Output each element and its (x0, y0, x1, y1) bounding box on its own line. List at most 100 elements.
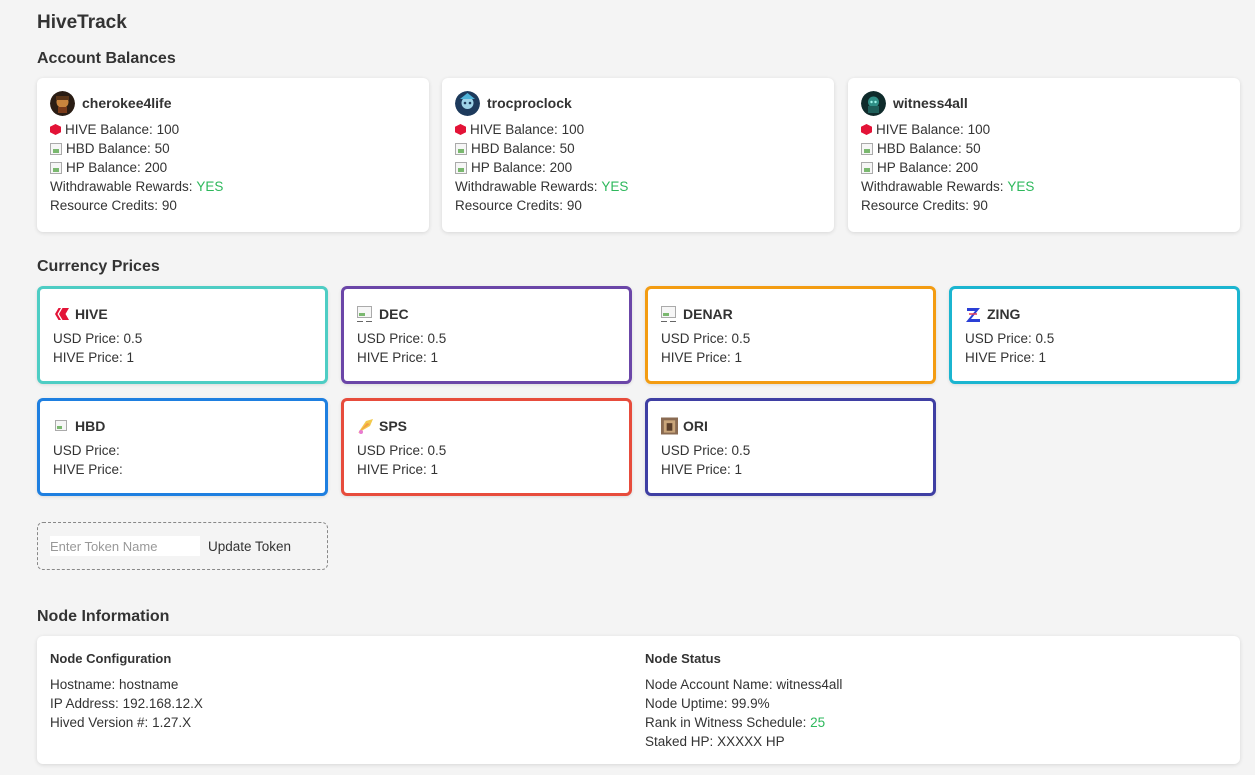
hive-price-value: 1 (734, 350, 743, 365)
node-status-title: Node Status (645, 651, 721, 666)
hp-balance-label: HP Balance: (66, 160, 141, 175)
rank-value: 25 (810, 715, 826, 730)
account-value: witness4all (776, 677, 843, 692)
hbd-balance-value: 50 (559, 141, 575, 156)
rc-value: 90 (566, 198, 582, 213)
avatar[interactable] (50, 90, 75, 116)
token-name: DENAR (683, 306, 733, 322)
zing-logo-icon (965, 306, 982, 323)
usd-price-label: USD Price: (965, 331, 1032, 346)
version-label: Hived Version #: (50, 715, 149, 730)
price-card-sps: SPS USD Price: 0.5 HIVE Price: 1 (341, 398, 632, 496)
price-card-dec: DEC USD Price: 0.5 HIVE Price: 1 (341, 286, 632, 384)
price-card-hbd: HBD USD Price: HIVE Price: (37, 398, 328, 496)
hbd-balance-value: 50 (154, 141, 170, 156)
hbd-balance-label: HBD Balance: (877, 141, 962, 156)
section-title-node: Node Information (37, 608, 170, 625)
hbd-balance-label: HBD Balance: (471, 141, 556, 156)
section-title-prices: Currency Prices (37, 258, 160, 275)
price-card-ori: ORI USD Price: 0.5 HIVE Price: 1 (645, 398, 936, 496)
hive-price-label: HIVE Price: (53, 462, 123, 477)
hostname-label: Hostname: (50, 677, 116, 692)
app-title: HiveTrack (37, 12, 127, 33)
hive-balance-value: 100 (156, 122, 180, 137)
withdrawable-label: Withdrawable Rewards: (861, 179, 1004, 194)
hive-balance-label: HIVE Balance: (470, 122, 558, 137)
hive-price-value: 1 (734, 462, 743, 477)
node-status: Node Status Node Account Name: witness4a… (645, 651, 842, 751)
uptime-value: 99.9% (731, 696, 770, 711)
usd-price-label: USD Price: (357, 443, 424, 458)
broken-image-icon (357, 305, 374, 323)
usd-price-label: USD Price: (53, 331, 120, 346)
avatar[interactable] (861, 90, 886, 116)
hive-price-value: 1 (430, 350, 439, 365)
usd-price-value: 0.5 (731, 443, 751, 458)
staked-label: Staked HP: (645, 734, 714, 749)
hive-price-label: HIVE Price: (53, 350, 123, 365)
price-card-hive: HIVE USD Price: 0.5 HIVE Price: 1 (37, 286, 328, 384)
usd-price-value: 0.5 (1035, 331, 1055, 346)
avatar[interactable] (455, 90, 480, 116)
hp-balance-value: 200 (549, 160, 573, 175)
hive-icon (50, 124, 61, 135)
hive-price-value: 1 (430, 462, 439, 477)
rc-label: Resource Credits: (861, 198, 970, 213)
account-name[interactable]: trocproclock (487, 95, 572, 111)
hp-balance-value: 200 (955, 160, 979, 175)
account-label: Node Account Name: (645, 677, 773, 692)
ip-label: IP Address: (50, 696, 119, 711)
hive-logo-icon (53, 306, 70, 323)
staked-value: XXXXX HP (717, 734, 785, 749)
hbd-balance-value: 50 (965, 141, 981, 156)
uptime-label: Node Uptime: (645, 696, 728, 711)
account-name[interactable]: cherokee4life (82, 95, 172, 111)
hbd-icon (50, 142, 62, 155)
hive-balance-value: 100 (561, 122, 585, 137)
token-name: HBD (75, 418, 106, 434)
usd-price-label: USD Price: (661, 443, 728, 458)
hive-balance-label: HIVE Balance: (876, 122, 964, 137)
rc-label: Resource Credits: (455, 198, 564, 213)
rc-value: 90 (161, 198, 177, 213)
broken-image-icon (53, 418, 70, 435)
broken-image-icon (661, 305, 678, 323)
account-name[interactable]: witness4all (893, 95, 968, 111)
token-name: HIVE (75, 306, 108, 322)
rc-label: Resource Credits: (50, 198, 159, 213)
hp-balance-value: 200 (144, 160, 168, 175)
hbd-balance-label: HBD Balance: (66, 141, 151, 156)
hostname-value: hostname (119, 677, 179, 692)
hbd-icon (455, 142, 467, 155)
ori-logo-icon (661, 417, 678, 435)
rc-value: 90 (972, 198, 988, 213)
hive-price-value: 1 (1038, 350, 1047, 365)
usd-price-label: USD Price: (53, 443, 120, 458)
rank-label: Rank in Witness Schedule: (645, 715, 807, 730)
node-config-title: Node Configuration (50, 651, 172, 666)
token-name: DEC (379, 306, 409, 322)
token-name: SPS (379, 418, 408, 434)
node-info-card: Node Configuration Hostname: hostname IP… (37, 636, 1240, 764)
hp-icon (861, 161, 873, 174)
hive-icon (455, 124, 466, 135)
hp-icon (50, 161, 62, 174)
usd-price-value: 0.5 (427, 443, 447, 458)
token-form: Update Token (37, 522, 328, 570)
withdrawable-value: YES (601, 179, 629, 194)
usd-price-label: USD Price: (357, 331, 424, 346)
usd-price-label: USD Price: (661, 331, 728, 346)
section-title-balances: Account Balances (37, 50, 176, 67)
update-token-button[interactable]: Update Token (208, 538, 292, 554)
hp-balance-label: HP Balance: (877, 160, 952, 175)
hbd-icon (861, 142, 873, 155)
account-card: trocproclock HIVE Balance: 100 HBD Balan… (442, 78, 834, 232)
hive-price-value: 1 (126, 350, 135, 365)
token-name-input[interactable] (50, 536, 200, 556)
usd-price-value: 0.5 (731, 331, 751, 346)
hp-balance-label: HP Balance: (471, 160, 546, 175)
hive-balance-label: HIVE Balance: (65, 122, 153, 137)
withdrawable-value: YES (1007, 179, 1035, 194)
price-card-denar: DENAR USD Price: 0.5 HIVE Price: 1 (645, 286, 936, 384)
withdrawable-value: YES (196, 179, 224, 194)
